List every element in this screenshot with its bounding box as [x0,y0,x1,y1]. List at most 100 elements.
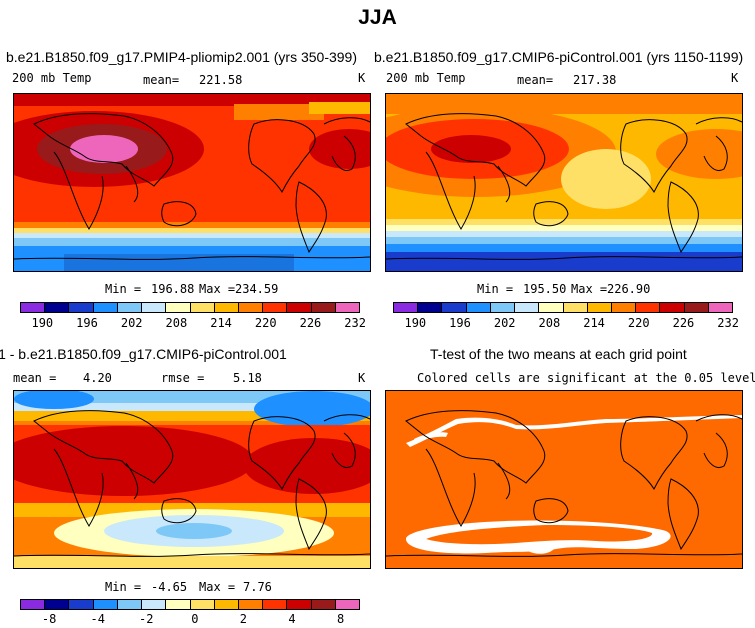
colorbar-swatch [69,303,94,312]
colorbar-swatch [214,600,239,609]
colorbar-swatch [45,303,70,312]
panel3-rmse-label: rmse = [161,371,205,385]
colorbar-swatch [311,303,336,312]
panel4-coastlines [386,410,742,557]
colorbar-tick-label: 214 [210,316,232,330]
colorbar-swatch [214,303,239,312]
panel3-max-label: Max = [199,580,236,594]
colorbar-swatch [117,600,143,609]
panel2-mean-value: 217.38 [573,73,617,87]
colorbar-tick-label: -2 [139,612,154,626]
panel3-mean-label: mean = [13,371,57,385]
panel3-title: b.e21.B1850.f09_g17.PMIP4-pliomip2.001 -… [0,346,287,362]
panel4-title: T-test of the two means at each grid poi… [430,346,687,362]
colorbar-swatch [611,303,637,312]
colorbar-swatch [311,600,336,609]
colorbar-tick-label: 190 [404,316,427,330]
panel2-title: b.e21.B1850.f09_g17.CMIP6-piControl.001 … [374,49,744,65]
panel4-nonsignificant-band-northwest [414,432,448,443]
panel1-field [14,94,370,271]
colorbar-tick-label: 214 [583,316,605,330]
colorbar-tick-label: 226 [672,316,695,330]
panel1-colorbar [20,302,360,313]
panel3-max-value: 7.76 [243,580,272,594]
panel3-min-label: Min = [105,580,142,594]
panel1-min-label: Min = [105,282,142,296]
panel2-field [386,94,742,271]
colorbar-swatch [142,600,167,609]
colorbar-tick-label: 2 [239,612,248,626]
panel1-map [13,93,371,272]
colorbar-swatch [287,600,312,609]
colorbar-tick-label: 190 [31,316,54,330]
panel2-min-label: Min = [477,282,514,296]
colorbar-swatch [490,303,516,312]
colorbar-swatch [166,303,191,312]
panel2-units: K [731,71,739,85]
panel4-map [385,390,743,569]
panel3-coastlines [14,410,370,557]
colorbar-tick-label: 220 [627,316,650,330]
panel2-variable: 200 mb Temp [386,71,466,85]
colorbar-tick-label: 8 [336,612,345,626]
panel3-mean-value: 4.20 [83,371,112,385]
colorbar-swatch [636,303,661,312]
panel1-title: b.e21.B1850.f09_g17.PMIP4-pliomip2.001 (… [6,49,357,65]
colorbar-tick-label: 208 [165,316,188,330]
panel2-max-label: Max = [571,282,608,296]
colorbar-swatch [142,303,167,312]
colorbar-swatch [190,600,215,609]
colorbar-tick-label: 208 [538,316,561,330]
panel1-coastlines [14,113,370,260]
panel3-field [14,391,370,568]
colorbar-swatch [708,303,733,312]
panel4-nonsignificant-blob-south [526,542,554,554]
colorbar-tick-label: 220 [254,316,277,330]
panel3-min-value: -4.65 [151,580,188,594]
panel4-nonsignificant-band-north [406,415,742,447]
colorbar-swatch [21,600,46,609]
panel3-units: K [358,371,366,385]
colorbar-tick-label: 202 [493,316,516,330]
panel4-nonsignificant-ring-south [406,520,671,554]
colorbar-swatch [335,600,360,609]
panel1-max-value: 234.59 [235,282,279,296]
colorbar-tick-label: 0 [191,612,199,626]
colorbar-swatch [466,303,491,312]
colorbar-swatch [263,600,288,609]
colorbar-tick-label: 196 [76,316,98,330]
colorbar-swatch [45,600,70,609]
panel1-units: K [358,71,366,85]
panel4-field [386,391,742,568]
colorbar-tick-label: -4 [90,612,105,626]
colorbar-swatch [587,303,612,312]
colorbar-swatch [515,303,540,312]
colorbar-swatch [287,303,312,312]
colorbar-swatch [238,303,264,312]
colorbar-swatch [394,303,419,312]
colorbar-tick-label: 202 [120,316,143,330]
colorbar-swatch [93,303,118,312]
colorbar-swatch [684,303,709,312]
panel1-mean-value: 221.58 [199,73,243,87]
colorbar-swatch [190,303,215,312]
colorbar-swatch [563,303,588,312]
colorbar-swatch [69,600,94,609]
colorbar-swatch [335,303,360,312]
panel2-map [385,93,743,272]
panel2-max-value: 226.90 [607,282,651,296]
colorbar-swatch [263,303,288,312]
colorbar-tick-label: -8 [41,612,57,626]
panel2-mean-label: mean= [517,73,554,87]
panel2-colorbar [393,302,733,313]
colorbar-tick-label: 232 [344,316,366,330]
colorbar-swatch [21,303,46,312]
colorbar-swatch [238,600,264,609]
panel2-coastlines [386,113,742,260]
colorbar-tick-label: 232 [717,316,739,330]
colorbar-tick-label: 226 [299,316,322,330]
colorbar-swatch [117,303,143,312]
panel3-map [13,390,371,569]
colorbar-swatch [539,303,564,312]
